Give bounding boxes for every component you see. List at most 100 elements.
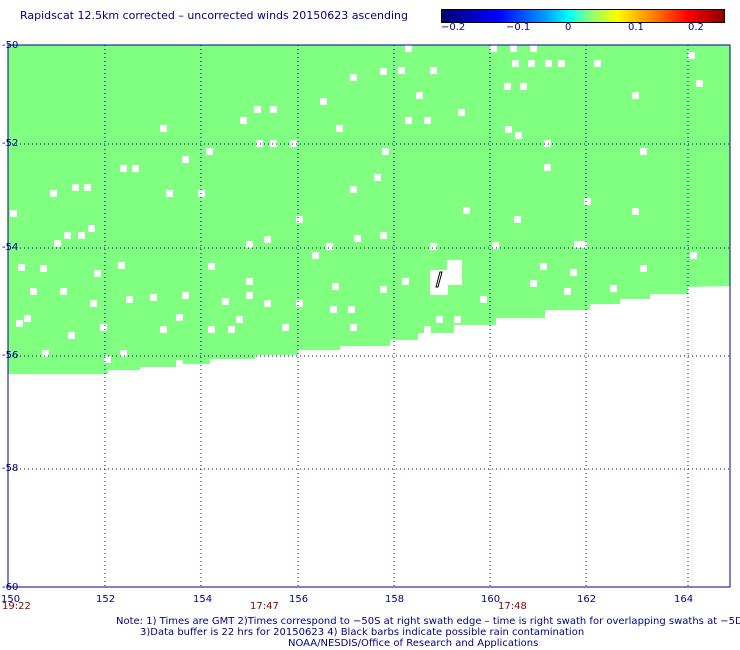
- missing-cell: [100, 324, 107, 331]
- missing-cell: [88, 225, 95, 232]
- map-frame: [7, 44, 731, 588]
- missing-cell: [264, 236, 271, 243]
- missing-cell: [540, 263, 547, 270]
- missing-cell: [380, 286, 387, 293]
- lon-label: 158: [385, 594, 404, 605]
- lat-label: -58: [2, 463, 18, 474]
- missing-cell: [336, 125, 343, 132]
- missing-cell: [72, 184, 79, 191]
- missing-cell: [374, 174, 381, 181]
- missing-cell: [505, 126, 512, 133]
- missing-cell: [405, 45, 412, 52]
- lon-label: 160: [481, 594, 500, 605]
- missing-cell: [632, 92, 639, 99]
- colorbar: [441, 9, 725, 23]
- missing-cell: [30, 288, 37, 295]
- missing-cell: [512, 60, 519, 67]
- missing-cell: [312, 252, 319, 259]
- missing-cell: [594, 60, 601, 67]
- missing-cell: [246, 241, 253, 248]
- lat-label: -50: [2, 40, 18, 51]
- missing-cell: [514, 216, 521, 223]
- missing-cell: [10, 210, 17, 217]
- missing-cell: [436, 316, 443, 323]
- missing-cell: [544, 140, 551, 147]
- missing-cell: [640, 265, 647, 272]
- missing-cell: [90, 300, 97, 307]
- missing-cell: [350, 324, 357, 331]
- missing-cell: [120, 165, 127, 172]
- missing-cell: [544, 164, 551, 171]
- missing-cell: [416, 92, 423, 99]
- missing-cell: [42, 350, 49, 357]
- colorbar-tick: 0.1: [628, 22, 644, 33]
- missing-cell: [530, 280, 537, 287]
- missing-cell: [296, 216, 303, 223]
- missing-cell: [530, 45, 537, 52]
- missing-cell: [264, 300, 271, 307]
- missing-cell: [458, 109, 465, 116]
- missing-cell: [580, 241, 587, 248]
- missing-cell: [330, 306, 337, 313]
- latitude-labels: -50 -52 -54 -56 -58 -60: [2, 40, 18, 593]
- colorbar-tick: −0.1: [506, 22, 531, 33]
- chart-title: Rapidscat 12.5km corrected – uncorrected…: [20, 9, 409, 22]
- missing-cell: [454, 316, 461, 323]
- missing-cell: [632, 208, 639, 215]
- missing-cell: [640, 148, 647, 155]
- missing-cell: [690, 252, 697, 259]
- missing-cell: [120, 350, 127, 357]
- missing-cell: [380, 68, 387, 75]
- lon-label: 156: [289, 594, 308, 605]
- missing-cell: [545, 60, 552, 67]
- missing-cell: [332, 283, 339, 290]
- missing-cell: [228, 326, 235, 333]
- lat-label: -60: [2, 582, 18, 593]
- note-line: Note: 1) Times are GMT 2)Times correspon…: [116, 616, 740, 627]
- missing-cell: [564, 288, 571, 295]
- missing-cell: [104, 356, 111, 363]
- missing-cell: [405, 117, 412, 124]
- missing-cell: [132, 165, 139, 172]
- missing-cell: [296, 300, 303, 307]
- missing-cell: [492, 242, 499, 249]
- missing-cell: [50, 190, 57, 197]
- missing-cell: [350, 186, 357, 193]
- colorbar-tick: 0: [565, 22, 572, 33]
- missing-cell: [510, 45, 517, 52]
- rain-barb-icon: [430, 260, 462, 295]
- missing-cell: [382, 148, 389, 155]
- missing-cell: [696, 80, 703, 87]
- time-label: 17:48: [498, 601, 527, 612]
- missing-cell: [16, 320, 23, 327]
- missing-cell: [68, 332, 75, 339]
- missing-cell: [380, 232, 387, 239]
- missing-cell: [430, 67, 437, 74]
- swath-area: [8, 45, 730, 374]
- lon-label: 164: [674, 594, 693, 605]
- missing-cell: [528, 60, 535, 67]
- lat-label: -52: [2, 138, 18, 149]
- missing-cell: [254, 106, 261, 113]
- missing-cell: [515, 132, 522, 139]
- missing-cell: [206, 148, 213, 155]
- colorbar-tick: −0.2: [441, 22, 466, 33]
- missing-cell: [282, 324, 289, 331]
- missing-cell: [480, 296, 487, 303]
- missing-cell: [504, 83, 511, 90]
- missing-cell: [54, 240, 61, 247]
- missing-cell: [424, 117, 431, 124]
- missing-cell: [348, 306, 355, 313]
- missing-cell: [118, 262, 125, 269]
- lon-label: 162: [577, 594, 596, 605]
- missing-cell: [208, 263, 215, 270]
- missing-cell: [126, 296, 133, 303]
- missing-cell: [150, 294, 157, 301]
- missing-cell: [176, 314, 183, 321]
- missing-cell: [246, 278, 253, 285]
- missing-cell: [558, 60, 565, 67]
- missing-cell: [24, 315, 31, 322]
- missing-cell: [84, 184, 91, 191]
- missing-data-cells: [10, 45, 703, 367]
- missing-cell: [290, 140, 297, 147]
